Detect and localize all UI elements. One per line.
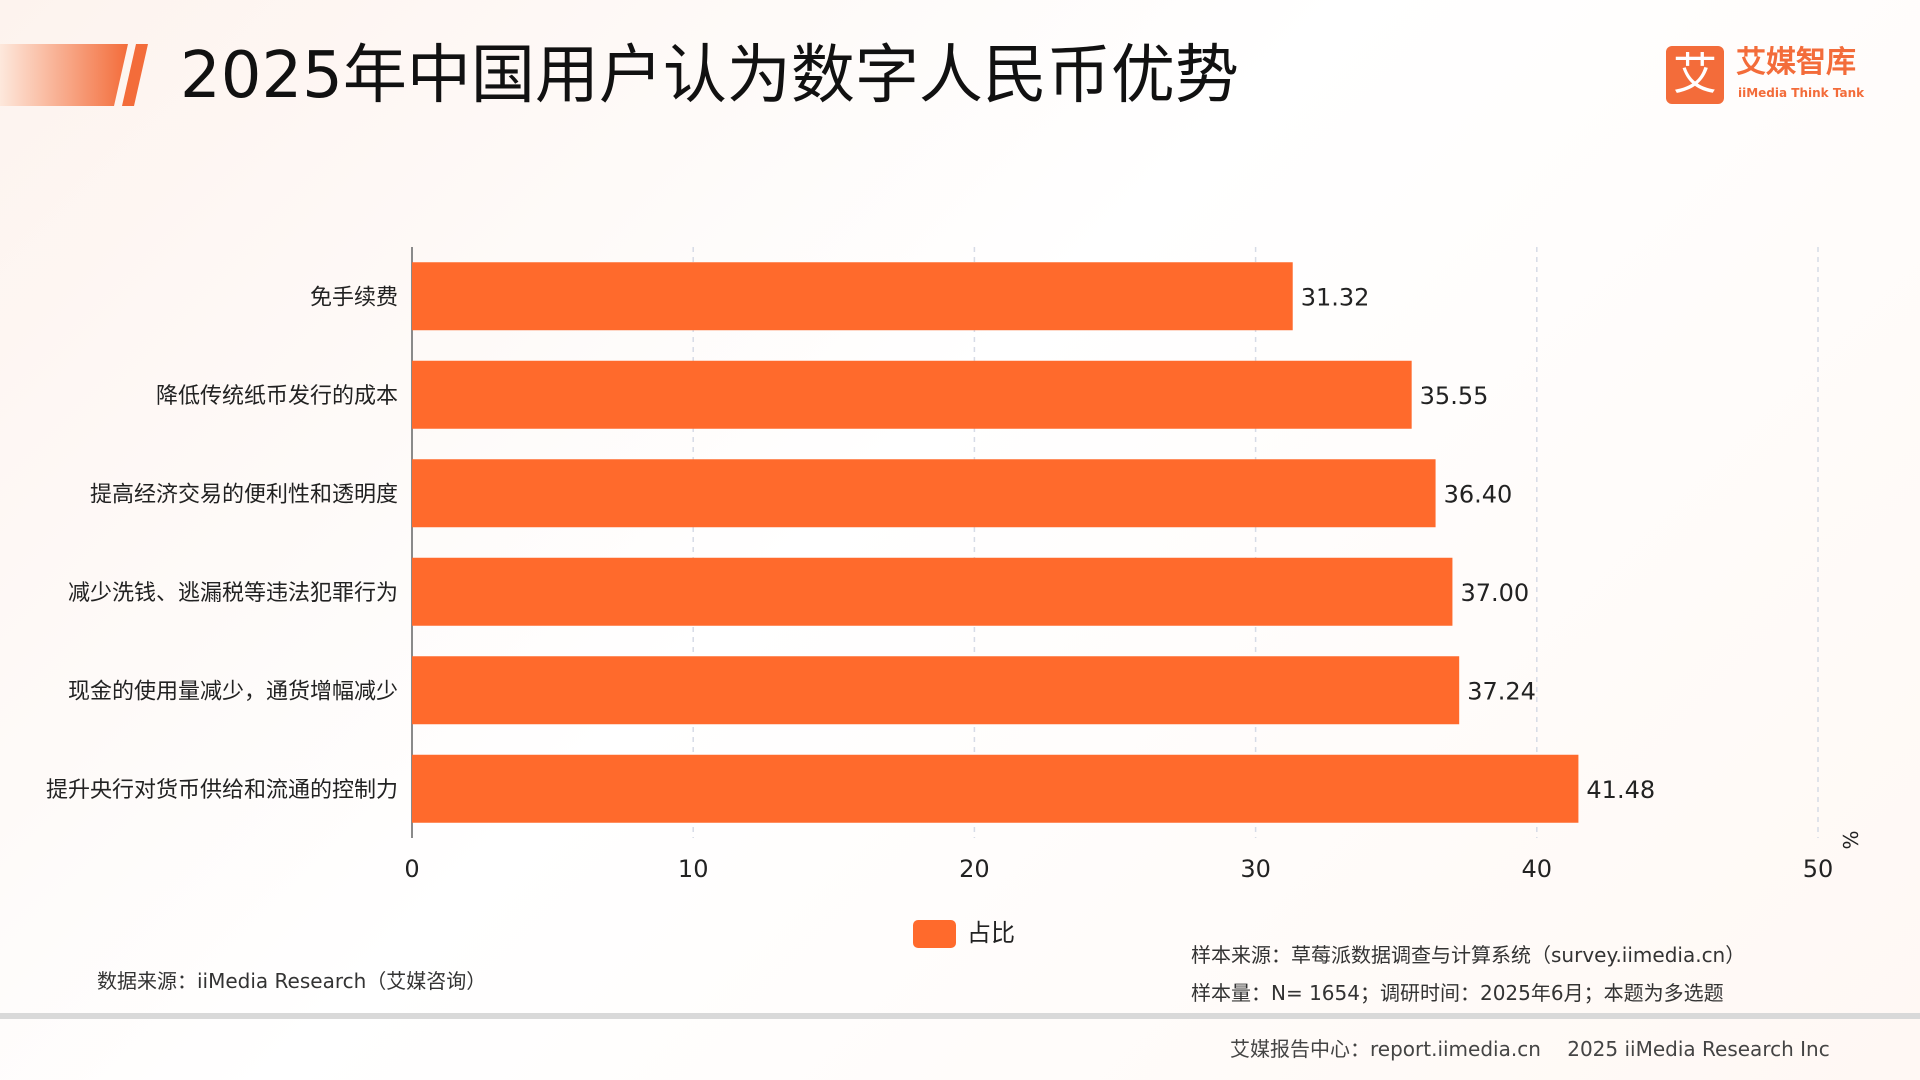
value-label: 37.24 [1467,677,1536,705]
x-tick-label: 10 [678,855,709,883]
footer-divider [0,1013,1920,1019]
sample-source-note: 样本来源：草莓派数据调查与计算系统（survey.iimedia.cn） [1191,943,1746,967]
logo-text-cn: 艾媒智库 [1736,45,1856,80]
header-stripe-decoration [0,44,148,106]
legend-label: 占比 [967,919,1015,947]
category-label: 降低传统纸币发行的成本 [156,384,398,409]
bar [412,754,1579,823]
bar [412,557,1453,626]
legend-swatch [913,920,956,948]
category-label: 减少洗钱、逃漏税等违法犯罪行为 [68,581,398,606]
x-tick-label: 40 [1522,855,1553,883]
logo-text-en: iiMedia Think Tank [1738,86,1865,100]
logo-mark: 艾 [1666,46,1724,104]
sample-size-note: 样本量：N= 1654；调研时间：2025年6月；本题为多选题 [1191,981,1724,1005]
bar [412,656,1460,725]
x-tick-label: 50 [1803,855,1834,883]
category-label: 提高经济交易的便利性和透明度 [90,482,398,507]
page-title: 2025年中国用户认为数字人民币优势 [180,39,1239,113]
value-label: 35.55 [1420,382,1489,410]
category-label: 免手续费 [310,285,398,310]
x-tick-label: 30 [1240,855,1271,883]
value-label: 37.00 [1460,579,1529,607]
value-label: 31.32 [1301,283,1370,311]
value-label: 41.48 [1586,776,1655,804]
data-source-note: 数据来源：iiMedia Research（艾媒咨询） [97,969,487,993]
x-tick-label: 0 [404,855,419,883]
bar [412,459,1436,528]
category-label: 现金的使用量减少，通货增幅减少 [68,679,398,704]
unit-label: % [1839,830,1863,849]
category-label: 提升央行对货币供给和流通的控制力 [46,778,398,803]
bar [412,360,1412,429]
value-label: 36.40 [1444,480,1513,508]
bar [412,262,1293,331]
x-tick-label: 20 [959,855,990,883]
footer-text: 艾媒报告中心：report.iimedia.cn 2025 iiMedia Re… [1230,1037,1830,1061]
iimedia-logo: 艾 艾媒智库 iiMedia Think Tank [1666,46,1866,108]
